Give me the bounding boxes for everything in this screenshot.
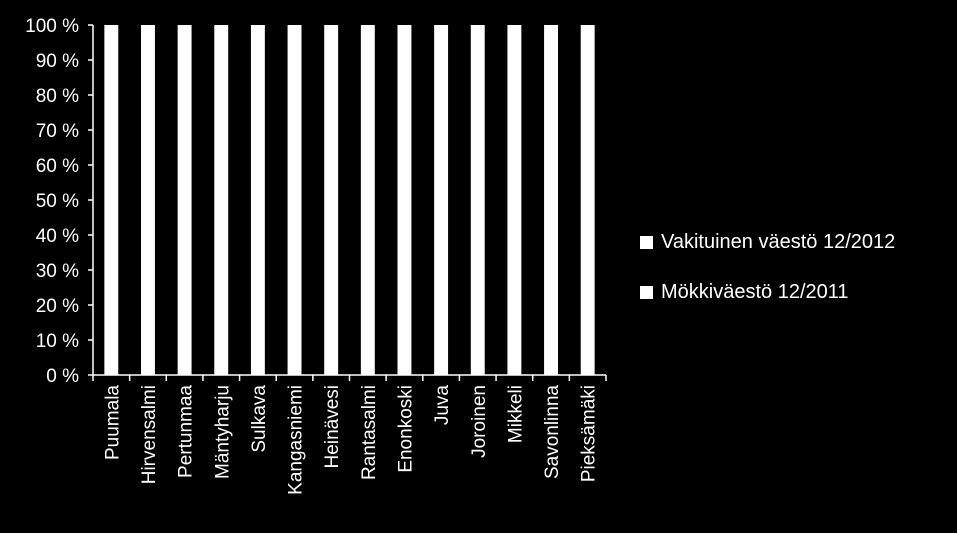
- axes-group: [88, 24, 607, 381]
- y-tick-label: 70 %: [36, 121, 79, 142]
- legend-label: Vakituinen väestö 12/2012: [661, 230, 896, 253]
- x-tick-label: Juva: [432, 385, 453, 426]
- legend-swatch-icon: [640, 285, 653, 299]
- y-tick-label: 0 %: [46, 366, 79, 387]
- bar-vakituinen-9: [434, 25, 449, 375]
- x-tick-label: Joroinen: [469, 385, 490, 458]
- bar-vakituinen-11: [507, 25, 522, 375]
- bar-vakituinen-0: [104, 25, 119, 375]
- bar-vakituinen-8: [397, 25, 412, 375]
- x-tick-label: Pieksämäki: [579, 385, 600, 482]
- x-tick-label: Rantasalmi: [359, 385, 380, 480]
- y-tick-label: 10 %: [36, 331, 79, 352]
- y-tick-label: 60 %: [36, 156, 79, 177]
- bar-vakituinen-1: [141, 25, 155, 375]
- y-tick-labels: 0 % 10 % 20 % 30 % 40 % 50 % 60 % 70 % 80 % 90 % 1…: [25, 16, 79, 387]
- y-tick-label: 40 %: [36, 226, 79, 247]
- x-tick-label: Mäntyharju: [212, 385, 233, 479]
- x-tick-label: Sulkava: [249, 385, 270, 453]
- bar-vakituinen-2: [177, 25, 192, 375]
- x-tick-label: Enonkoski: [395, 385, 416, 473]
- x-tick-label: Pertunmaa: [176, 385, 197, 478]
- y-tick-label: 20 %: [36, 296, 79, 317]
- x-tick-label: Hirvensalmi: [139, 385, 160, 484]
- x-tick-label: Heinävesi: [322, 385, 343, 468]
- y-tick-label: 90 %: [36, 51, 79, 72]
- legend-swatch-icon: [640, 235, 653, 249]
- bar-vakituinen-3: [214, 25, 229, 375]
- y-tick-label: 30 %: [36, 261, 79, 282]
- bar-vakituinen-13: [580, 25, 595, 375]
- bar-vakituinen-12: [544, 25, 558, 375]
- x-tick-labels: Puumala Hirvensalmi Pertunmaa Mäntyharju Sul…: [102, 385, 599, 495]
- bar-vakituinen-4: [250, 25, 265, 375]
- legend: Vakituinen väestö 12/2012 Mökkiväestö 12…: [640, 230, 895, 330]
- y-tick-label: 50 %: [36, 191, 79, 212]
- y-tick-label: 80 %: [36, 86, 79, 107]
- bars-group: [104, 25, 595, 375]
- legend-label: Mökkiväestö 12/2011: [661, 280, 849, 303]
- bar-vakituinen-6: [324, 25, 339, 375]
- x-tick-label: Puumala: [102, 385, 123, 460]
- bar-vakituinen-10: [470, 25, 485, 375]
- bar-vakituinen-5: [287, 25, 302, 375]
- y-tick-label: 100 %: [25, 16, 79, 37]
- legend-item-vakituinen: Vakituinen väestö 12/2012: [640, 230, 895, 254]
- x-tick-label: Savonlinna: [542, 385, 563, 479]
- legend-item-mokkivaesto: Mökkiväestö 12/2011: [640, 280, 895, 304]
- bar-vakituinen-7: [360, 25, 375, 375]
- x-tick-label: Mikkeli: [505, 385, 526, 443]
- x-tick-label: Kangasniemi: [286, 385, 307, 495]
